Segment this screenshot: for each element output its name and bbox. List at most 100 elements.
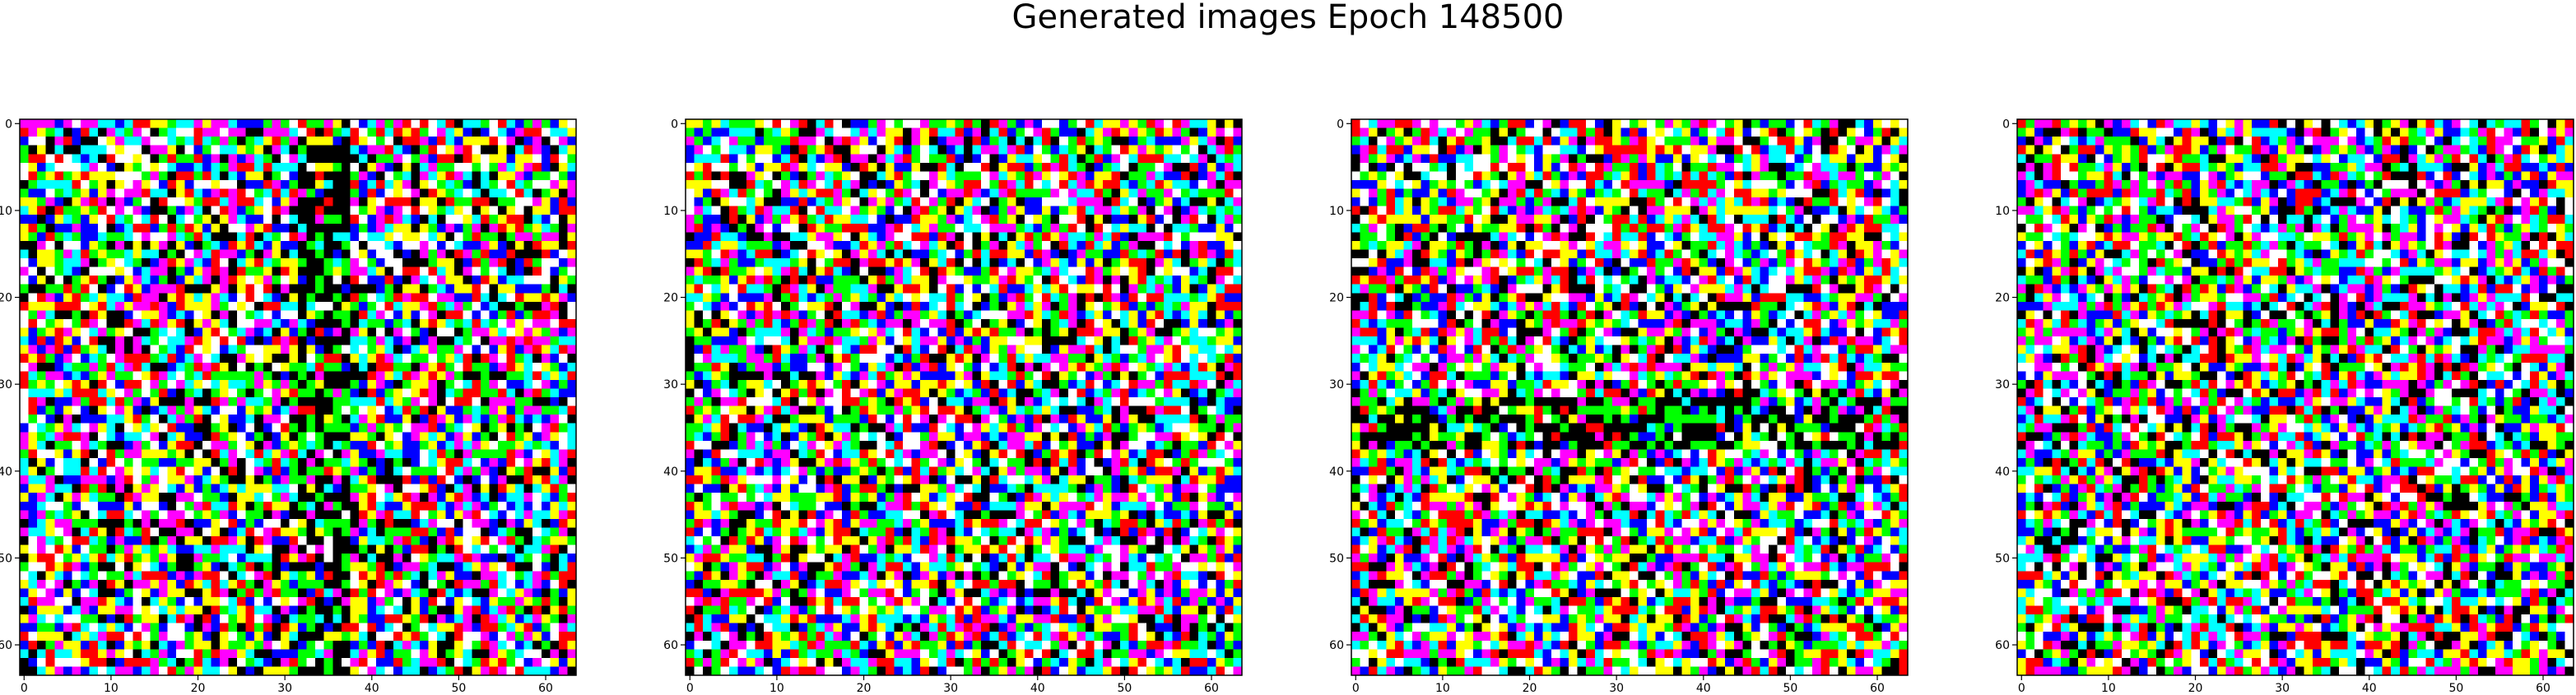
pixel: [229, 580, 238, 589]
pixel: [393, 415, 402, 424]
pixel: [324, 510, 333, 519]
pixel: [193, 258, 202, 267]
pixel: [168, 371, 177, 380]
pixel: [29, 310, 38, 319]
pixel: [481, 580, 490, 589]
pixel: [1225, 128, 1234, 137]
pixel: [185, 302, 194, 311]
pixel: [1112, 189, 1121, 198]
pixel: [393, 502, 402, 511]
pixel: [411, 397, 420, 406]
pixel: [368, 493, 377, 502]
pixel: [507, 415, 516, 424]
pixel: [159, 563, 168, 572]
pixel: [507, 502, 516, 511]
pixel: [420, 484, 429, 493]
pixel: [98, 519, 107, 528]
pixel: [37, 345, 46, 354]
pixel: [507, 536, 516, 545]
pixel: [263, 632, 272, 641]
pixel: [825, 171, 834, 180]
pixel: [124, 449, 133, 458]
pixel: [411, 285, 420, 294]
pixel: [463, 267, 472, 276]
pixel: [1146, 206, 1155, 215]
pixel: [964, 206, 973, 215]
pixel: [567, 458, 576, 467]
pixel: [107, 146, 116, 155]
pixel: [507, 571, 516, 580]
pixel: [428, 623, 437, 632]
pixel: [550, 267, 559, 276]
pixel: [524, 336, 533, 345]
pixel: [29, 588, 38, 597]
pixel: [1120, 128, 1129, 137]
pixel: [446, 380, 455, 389]
pixel: [350, 285, 359, 294]
pixel: [859, 206, 868, 215]
pixel: [376, 163, 385, 172]
pixel: [298, 580, 307, 589]
pixel: [428, 449, 437, 458]
pixel: [281, 641, 290, 650]
pixel: [107, 241, 116, 250]
pixel: [263, 571, 272, 580]
pixel: [332, 475, 342, 484]
pixel: [393, 554, 402, 563]
pixel: [720, 189, 729, 198]
pixel: [542, 571, 551, 580]
pixel: [90, 406, 99, 415]
pixel: [220, 119, 229, 128]
pixel: [20, 432, 29, 441]
pixel: [307, 441, 316, 450]
pixel: [220, 597, 229, 606]
pixel: [1007, 224, 1016, 233]
pixel: [695, 206, 704, 215]
pixel: [446, 424, 455, 433]
pixel: [107, 249, 116, 258]
pixel: [737, 215, 746, 224]
pixel: [307, 519, 316, 528]
pixel: [446, 302, 455, 311]
pixel: [437, 588, 446, 597]
pixel: [324, 484, 333, 493]
pixel: [868, 119, 877, 128]
pixel: [90, 580, 99, 589]
pixel: [481, 363, 490, 372]
pixel: [142, 545, 151, 554]
pixel: [193, 415, 202, 424]
pixel: [98, 336, 107, 345]
pixel: [686, 215, 695, 224]
pixel: [393, 328, 402, 337]
pixel: [567, 171, 576, 180]
pixel: [472, 475, 481, 484]
pixel: [220, 180, 229, 189]
pixel: [159, 441, 168, 450]
pixel: [246, 397, 255, 406]
pixel: [515, 588, 524, 597]
pixel: [211, 588, 220, 597]
pixel: [446, 371, 455, 380]
pixel: [263, 363, 272, 372]
pixel: [254, 406, 263, 415]
pixel: [176, 641, 185, 650]
pixel: [472, 649, 481, 658]
pixel: [515, 285, 524, 294]
pixel: [402, 458, 412, 467]
pixel: [193, 180, 202, 189]
pixel: [746, 189, 756, 198]
pixel: [176, 180, 185, 189]
pixel: [168, 658, 177, 667]
pixel: [142, 171, 151, 180]
pixel: [307, 649, 316, 658]
pixel: [63, 258, 72, 267]
pixel: [81, 475, 90, 484]
pixel: [315, 432, 324, 441]
pixel: [211, 510, 220, 519]
pixel: [420, 249, 429, 258]
pixel: [1007, 128, 1016, 137]
pixel: [115, 345, 124, 354]
pixel: [998, 206, 1007, 215]
pixel: [437, 363, 446, 372]
pixel: [246, 388, 255, 397]
